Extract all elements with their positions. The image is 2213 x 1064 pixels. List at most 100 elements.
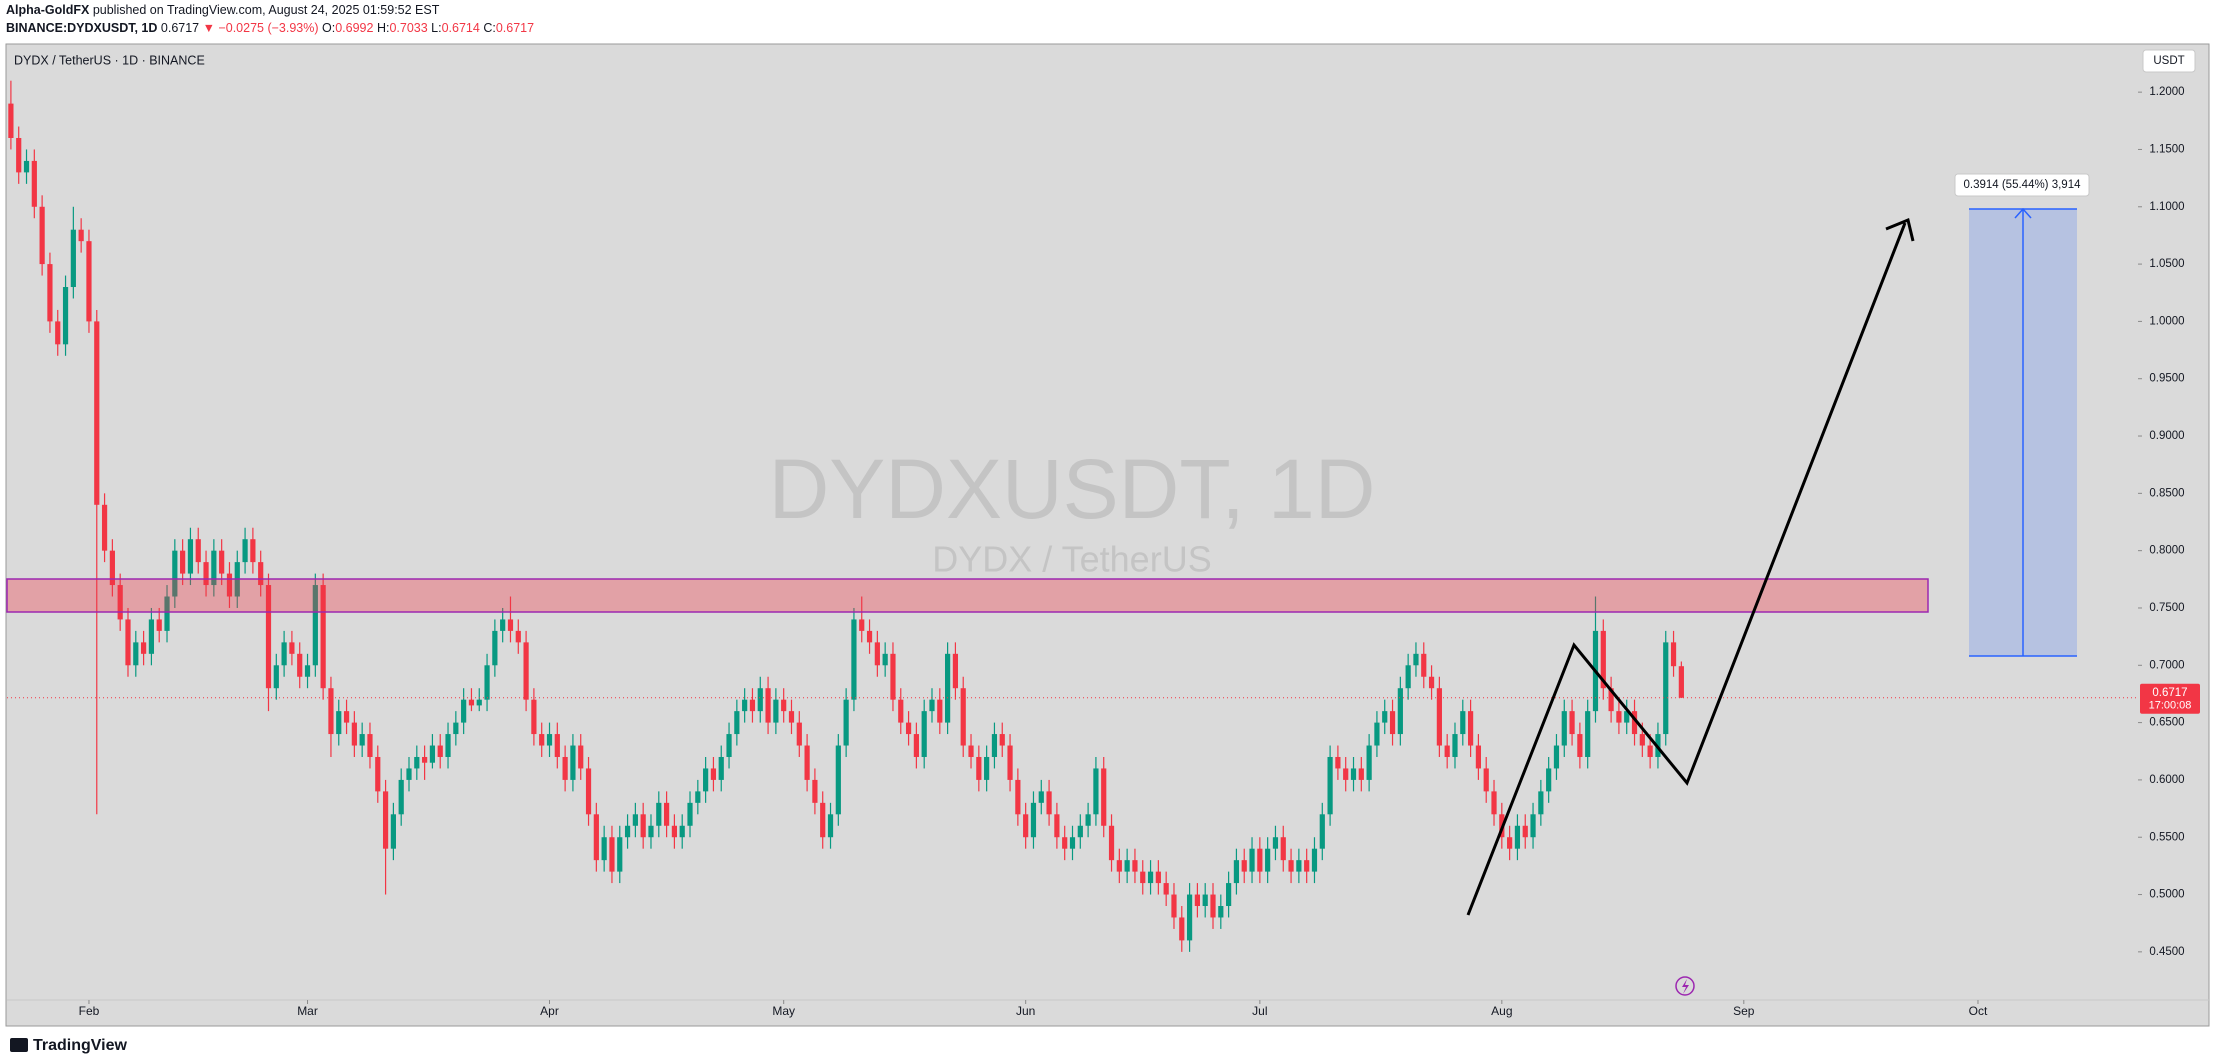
candle-body <box>148 619 155 654</box>
candle-body <box>117 585 123 620</box>
candle-body <box>429 745 436 763</box>
candle-body <box>742 699 748 712</box>
candle-body <box>679 825 685 838</box>
change: ▼ −0.0275 (−3.93%) <box>203 21 319 35</box>
y-tick-label: 0.6500 <box>2149 717 2184 729</box>
candle-body <box>1491 791 1497 815</box>
candle-body <box>476 699 482 706</box>
ohlc-value: 0.6714 <box>442 21 480 35</box>
author: Alpha-GoldFX <box>6 3 90 17</box>
candle-body <box>187 539 194 574</box>
candle-body <box>211 550 217 586</box>
y-tick-label: 1.0000 <box>2149 315 2184 327</box>
candle-body <box>890 653 896 700</box>
candle-body <box>1226 883 1232 907</box>
candle-body <box>1413 653 1419 666</box>
candle-body <box>796 722 802 746</box>
candle-body <box>101 504 108 551</box>
candle-body <box>461 699 467 723</box>
y-tick-label: 0.5000 <box>2149 889 2184 901</box>
candle-body <box>952 653 959 689</box>
candle-body <box>749 699 756 712</box>
watermark-subtitle: DYDX / TetherUS <box>932 539 1211 580</box>
y-tick-label: 1.1500 <box>2149 143 2184 155</box>
candle-body <box>781 699 787 712</box>
candle-body <box>16 137 22 173</box>
candle-body <box>265 585 272 689</box>
candle-body <box>546 734 553 746</box>
candle-body <box>1030 802 1037 838</box>
candle-body <box>390 814 396 849</box>
candle-body <box>554 734 560 757</box>
y-tick-label: 0.8000 <box>2149 545 2184 557</box>
candle-body <box>1210 894 1216 918</box>
candle-body <box>539 734 545 746</box>
candle-body <box>718 756 724 780</box>
candle-body <box>1577 734 1583 757</box>
currency: USDT <box>2153 55 2184 67</box>
ohlc-value: 0.6717 <box>496 21 534 35</box>
candle-body <box>109 550 115 586</box>
brand-logo <box>10 1038 28 1052</box>
candle-body <box>1585 711 1591 757</box>
candle-body <box>382 791 389 849</box>
ohlc-value: 0.7033 <box>389 21 427 35</box>
candle-body <box>1366 745 1372 780</box>
candle-body <box>757 688 763 712</box>
candle-body <box>226 573 233 597</box>
candle-body <box>1101 768 1107 826</box>
candle-body <box>1663 642 1669 735</box>
candle-body <box>172 550 178 597</box>
candle-body <box>1304 860 1310 872</box>
candle-body <box>1553 745 1560 769</box>
candle-body <box>984 756 990 780</box>
projection-arrowhead <box>1885 217 1915 242</box>
candle-body <box>1093 768 1099 815</box>
candle-body <box>507 619 514 631</box>
candle-body <box>1147 871 1154 884</box>
candle-body <box>445 734 451 757</box>
y-tick-label: 1.0500 <box>2149 258 2184 270</box>
candle-body <box>1530 814 1536 838</box>
candle-body <box>398 779 404 815</box>
candle-body <box>1140 871 1146 884</box>
y-tick-label: 0.9000 <box>2149 430 2184 442</box>
candle-body <box>1397 688 1403 735</box>
candle-body <box>578 745 584 769</box>
candle-body <box>1569 711 1575 735</box>
candle-body <box>1257 848 1263 872</box>
x-tick-label: Mar <box>297 1004 318 1018</box>
candle-body <box>1038 791 1044 803</box>
candle-body <box>929 699 935 712</box>
candle-body <box>671 825 678 838</box>
candle-body <box>1280 837 1286 861</box>
currency-button[interactable] <box>2142 49 2196 73</box>
candle-body <box>500 619 506 631</box>
candle-body <box>624 825 631 838</box>
candle-body <box>1124 860 1130 872</box>
measure-label: 0.3914 (55.44%) 3,914 <box>1963 179 2081 191</box>
candle-body <box>203 562 209 586</box>
candle-body <box>905 722 912 735</box>
candle-body <box>1265 848 1271 872</box>
candle-body <box>297 653 303 677</box>
ohlc-label: L: <box>431 21 441 35</box>
event-icon[interactable] <box>1675 976 1695 996</box>
candle-body <box>1186 894 1193 941</box>
candle-body <box>656 802 662 826</box>
candle-body <box>414 756 420 769</box>
ohlc-label: O: <box>322 21 335 35</box>
candle-body <box>1046 791 1052 815</box>
candle-body <box>1116 860 1122 872</box>
chart-pane <box>5 43 2210 1027</box>
x-tick-label: Jun <box>1016 1004 1035 1018</box>
y-tick-label: 0.7000 <box>2149 659 2184 671</box>
candle-body <box>1327 756 1333 815</box>
candle-body <box>734 711 740 735</box>
candle-body <box>663 802 670 826</box>
y-tick-label: 0.8500 <box>2149 487 2184 499</box>
ohlc-label: H: <box>377 21 390 35</box>
candle-body <box>976 756 982 780</box>
candles <box>7 80 2138 952</box>
candle-body <box>250 539 256 563</box>
